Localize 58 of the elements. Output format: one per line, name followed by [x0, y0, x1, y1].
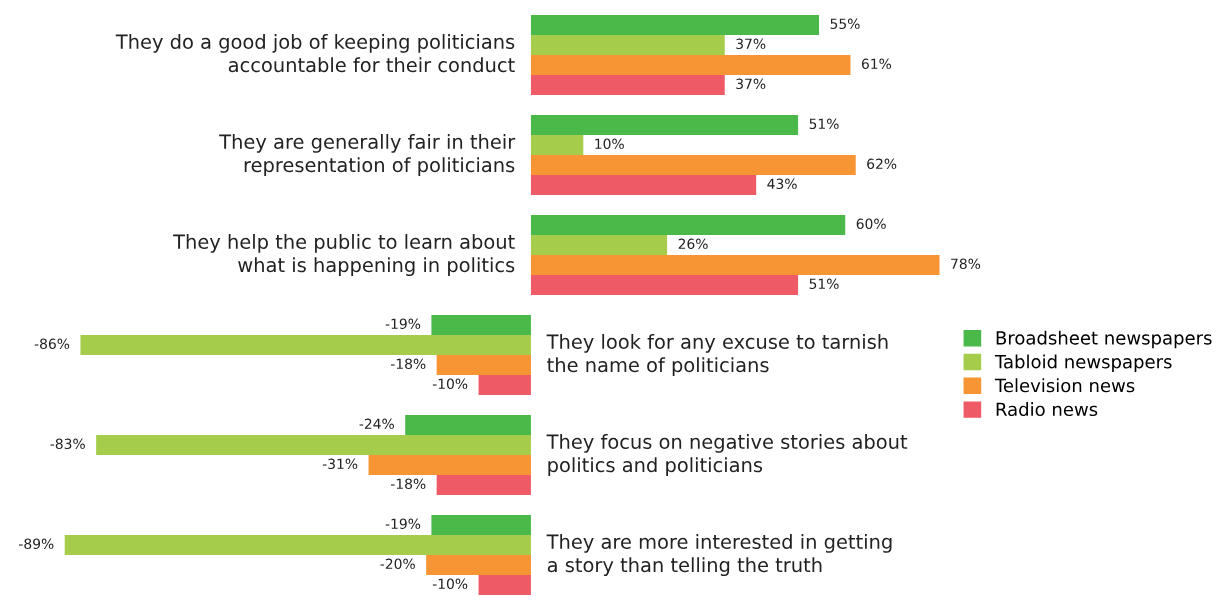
bar [530, 75, 725, 95]
data-label: -89% [19, 538, 54, 550]
bar [431, 515, 531, 535]
data-label: 78% [951, 258, 981, 270]
data-label: 62% [867, 158, 897, 170]
data-label: 51% [809, 278, 839, 290]
bar [530, 35, 725, 55]
y-tick-label: They are more interested in getting a story than telling the truth [546, 533, 892, 577]
legend-label: Television news [994, 378, 1135, 393]
bar [368, 455, 531, 475]
data-label: 37% [736, 38, 766, 50]
data-label: -86% [34, 338, 70, 350]
legend-label: Radio news [996, 402, 1098, 417]
y-tick-label: They help the public to learn about what is happening in politics [173, 233, 515, 277]
bar [530, 55, 851, 75]
data-label: -18% [390, 358, 426, 370]
bar [436, 355, 531, 375]
data-label: -18% [390, 478, 426, 490]
data-label: -83% [50, 438, 85, 450]
y-tick-label: They look for any excuse to tarnish the name of politicians [546, 333, 888, 377]
bar [405, 415, 531, 435]
bar [530, 275, 799, 295]
y-tick-label: They are generally fair in their representation of politicians [219, 133, 516, 177]
data-label: 51% [809, 118, 839, 130]
bar [530, 115, 799, 135]
data-label: -10% [432, 378, 468, 390]
data-label: 37% [736, 78, 766, 90]
data-label: -19% [385, 318, 421, 330]
bar [530, 235, 668, 255]
bar [64, 535, 531, 555]
data-label: -20% [380, 558, 415, 570]
data-label: 10% [595, 138, 624, 150]
data-label: 26% [678, 238, 708, 250]
bar [436, 475, 531, 495]
bar [96, 435, 531, 455]
bar [530, 215, 846, 235]
data-label: 60% [856, 218, 886, 230]
bar [530, 255, 940, 275]
data-label: 43% [767, 178, 797, 190]
bar [426, 555, 531, 575]
y-tick-label: They focus on negative stories about politics and politicians [546, 433, 908, 477]
data-label: -31% [322, 458, 358, 470]
bar [530, 155, 856, 175]
bar [431, 315, 531, 335]
bar [530, 175, 757, 195]
data-label: -19% [385, 518, 421, 530]
y-tick-label: They do a good job of keeping politicians accountable for their conduct [115, 33, 515, 73]
data-label: 55% [830, 18, 860, 30]
bar [478, 575, 531, 595]
legend-label: Broadsheet newspapers [996, 330, 1212, 349]
legend-label: Tabloid newspapers [994, 354, 1172, 372]
data-label: 61% [861, 58, 892, 70]
data-label: -24% [359, 418, 394, 430]
bar [478, 375, 531, 395]
bar [530, 135, 584, 155]
data-label: -10% [432, 578, 468, 590]
bar [80, 335, 531, 355]
bar [530, 15, 820, 35]
